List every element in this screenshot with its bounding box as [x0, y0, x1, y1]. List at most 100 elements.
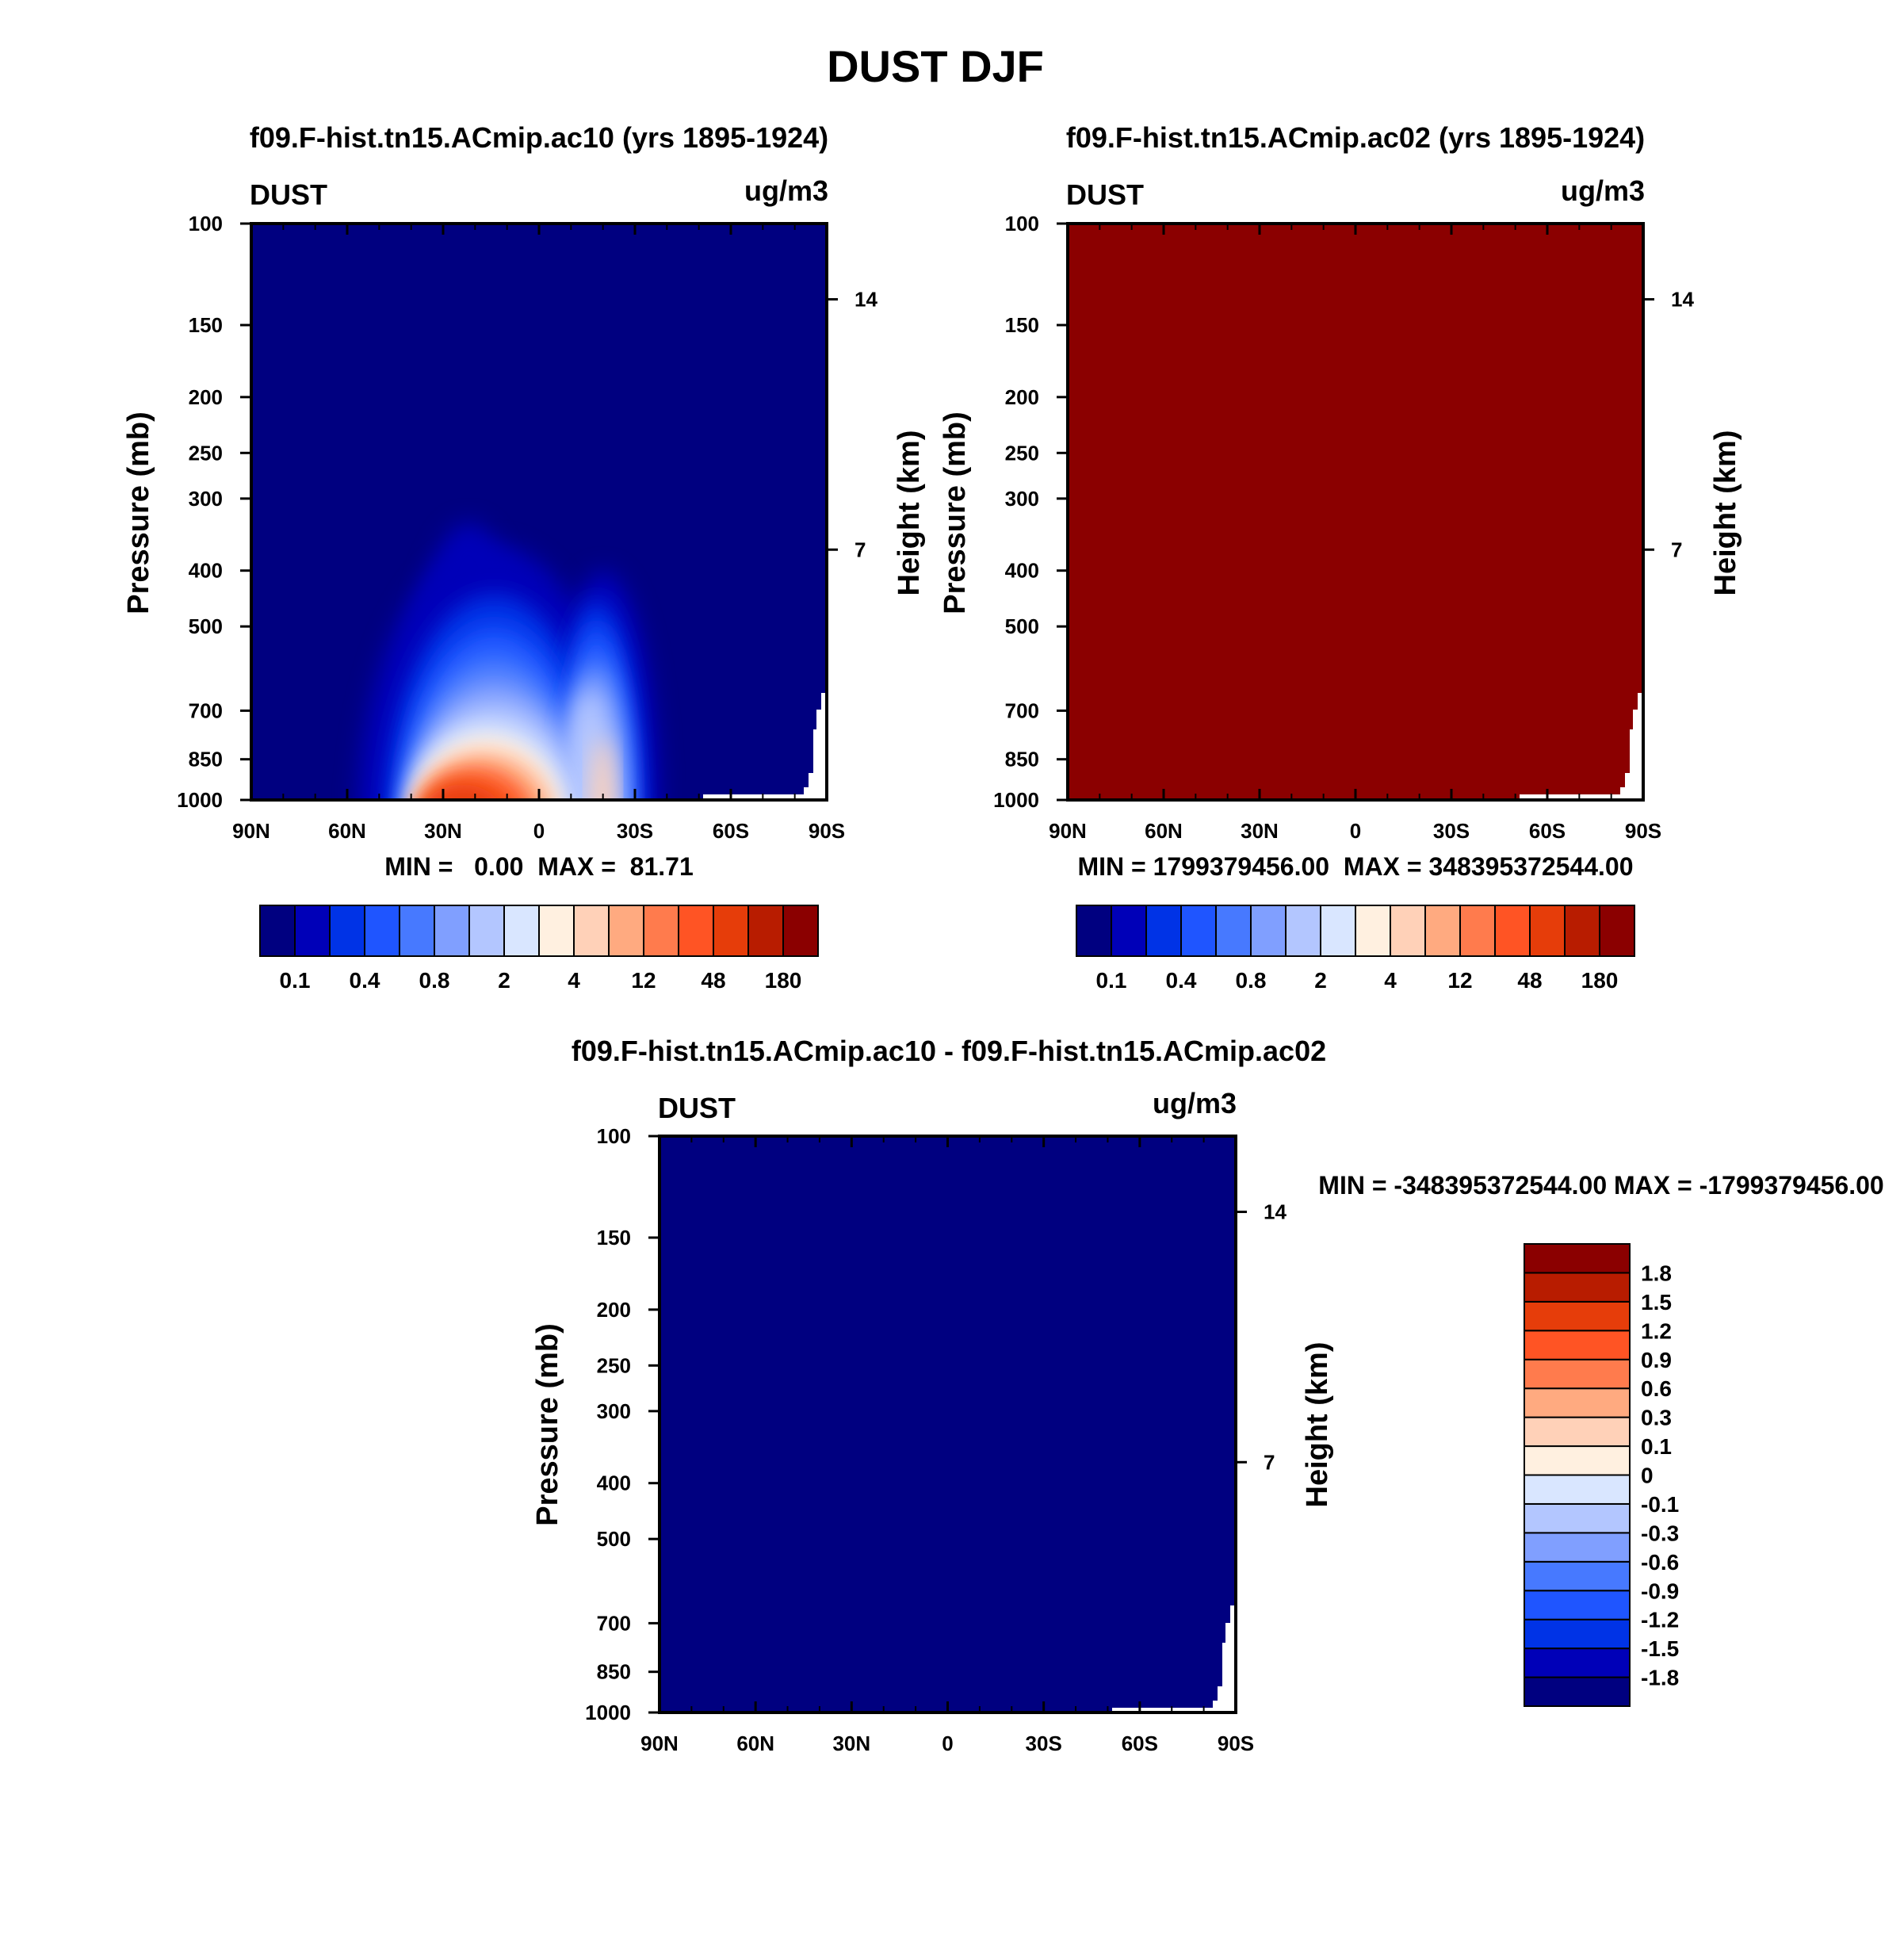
x-tick-label: 30S: [617, 819, 653, 843]
colorbar-box: [1524, 1532, 1631, 1563]
colorbar-box: [1524, 1560, 1631, 1592]
panel-2-units: ug/m3: [1561, 174, 1645, 207]
y-tick-label: 700: [1005, 698, 1039, 722]
panel-1-contour-fill: [357, 522, 660, 800]
y-tick-label: 150: [1005, 313, 1039, 337]
colorbar-box: [1524, 1243, 1631, 1274]
x-tick-label: 0: [533, 819, 545, 843]
colorbar-box: [1524, 1330, 1631, 1360]
y-tick-label: 150: [189, 313, 223, 337]
colorbar-box: [1076, 905, 1112, 957]
colorbar-box: [1524, 1676, 1631, 1707]
panel-1-title: f09.F-hist.tn15.ACmip.ac10 (yrs 1895-192…: [250, 121, 828, 154]
colorbar-box: [608, 905, 644, 957]
x-tick-label: 60S: [1529, 819, 1566, 843]
y-right-tick-label: 14: [1264, 1200, 1287, 1224]
colorbar-label: 0.1: [1641, 1434, 1672, 1459]
contour-band: [426, 784, 499, 800]
x-tick-label: 90N: [232, 819, 270, 843]
colorbar-label: 0.8: [1236, 968, 1267, 993]
colorbar-box: [643, 905, 679, 957]
colorbar-box: [1180, 905, 1217, 957]
x-tick-label: 30N: [424, 819, 462, 843]
colorbar-label: 1.2: [1641, 1318, 1672, 1343]
colorbar-box: [1524, 1416, 1631, 1448]
x-tick-label: 60S: [1122, 1732, 1158, 1755]
colorbar-box: [1215, 905, 1252, 957]
colorbar-box: [1524, 1272, 1631, 1303]
colorbar-label: -1.5: [1641, 1636, 1679, 1661]
colorbar-box: [1524, 1445, 1631, 1476]
colorbar-box: [1250, 905, 1287, 957]
colorbar-box: [782, 905, 819, 957]
colorbar-box: [713, 905, 749, 957]
panel-1-missing-data-mask: [703, 693, 827, 800]
colorbar-label: 0.3: [1641, 1406, 1672, 1430]
colorbar-box: [573, 905, 610, 957]
colorbar-box: [1524, 1502, 1631, 1534]
y-tick-label: 400: [189, 559, 223, 583]
colorbar-label: 0.8: [419, 968, 450, 993]
panel-2-axes: 90N 60N 30N 0 30S 60S 90S 100 150 200 250 300 400 500…: [993, 212, 1694, 843]
colorbar-box: [399, 905, 435, 957]
y-tick-label: 200: [1005, 385, 1039, 409]
colorbar-label: 4: [1384, 968, 1397, 993]
colorbar-label: 0.1: [280, 968, 311, 993]
colorbar-box: [1524, 1358, 1631, 1390]
y-right-tick-label: 14: [855, 288, 877, 312]
y-tick-label: 100: [1005, 212, 1039, 235]
colorbar-box: [1390, 905, 1426, 957]
colorbar-box: [538, 905, 575, 957]
colorbar-box: [364, 905, 400, 957]
panel-3-colorbar: 1.8 1.5 1.2 0.9 0.6 0.3 0.1 0 -0.1 -0.3 -0.6 -0.9 -1…: [1524, 1243, 1679, 1707]
y-tick-label: 700: [597, 1611, 631, 1635]
y-right-tick-label: 7: [1671, 538, 1682, 561]
panel-3-left-string: DUST: [658, 1092, 736, 1124]
y-tick-label: 300: [597, 1399, 631, 1423]
figure-title: DUST DJF: [827, 41, 1044, 91]
x-tick-label: 30S: [1433, 819, 1470, 843]
colorbar-box: [1111, 905, 1147, 957]
y-tick-label: 100: [189, 212, 223, 235]
panel-2: f09.F-hist.tn15.ACmip.ac02 (yrs 1895-192…: [939, 121, 1742, 993]
y-right-tick-label: 7: [1264, 1450, 1275, 1474]
colorbar-label: -0.3: [1641, 1521, 1679, 1545]
panel-2-field-fill: [1068, 224, 1643, 800]
y-tick-label: 400: [597, 1471, 631, 1495]
colorbar-box: [678, 905, 714, 957]
panel-1-axes: 90N 60N 30N 0 30S 60S 90S 100 150 200 250 300 400 500…: [177, 212, 877, 843]
y-tick-label: 250: [189, 441, 223, 465]
x-tick-label: 60N: [736, 1732, 774, 1755]
colorbar-label: 48: [1517, 968, 1542, 993]
y-tick-label: 300: [189, 487, 223, 511]
colorbar-box: [1459, 905, 1496, 957]
colorbar-label: -0.9: [1641, 1579, 1679, 1603]
panel-3-minmax: MIN = -348395372544.00 MAX = -1799379456…: [1318, 1171, 1883, 1200]
contour-band: [591, 737, 616, 800]
y-tick-label: 250: [597, 1353, 631, 1377]
panel-1-minmax: MIN = 0.00 MAX = 81.71: [384, 852, 694, 881]
y-tick-label: 1000: [993, 788, 1039, 812]
y-tick-label: 1000: [177, 788, 223, 812]
y-tick-label: 700: [189, 698, 223, 722]
y-tick-label: 500: [1005, 614, 1039, 638]
y-right-tick-label: 7: [855, 538, 866, 561]
y-tick-label: 1000: [585, 1701, 631, 1724]
colorbar-label: 48: [701, 968, 725, 993]
panel-2-title: f09.F-hist.tn15.ACmip.ac02 (yrs 1895-192…: [1066, 121, 1645, 154]
colorbar-box: [503, 905, 540, 957]
panel-3-axes: 90N 60N 30N 0 30S 60S 90S 100 150 200 250 300 400 500…: [585, 1124, 1287, 1755]
x-tick-label: 30S: [1026, 1732, 1062, 1755]
colorbar-box: [1524, 1590, 1631, 1621]
panel-1-units: ug/m3: [744, 174, 828, 207]
panel-2-left-string: DUST: [1066, 178, 1144, 211]
colorbar-box: [1355, 905, 1391, 957]
y-tick-label: 850: [1005, 748, 1039, 771]
colorbar-box: [1599, 905, 1635, 957]
colorbar-box: [329, 905, 365, 957]
y-tick-label: 150: [597, 1226, 631, 1249]
colorbar-box: [1424, 905, 1461, 957]
y-right-tick-label: 14: [1671, 288, 1694, 312]
x-tick-label: 60N: [1145, 819, 1183, 843]
panel-1-ylabel-right: Height (km): [893, 431, 926, 596]
